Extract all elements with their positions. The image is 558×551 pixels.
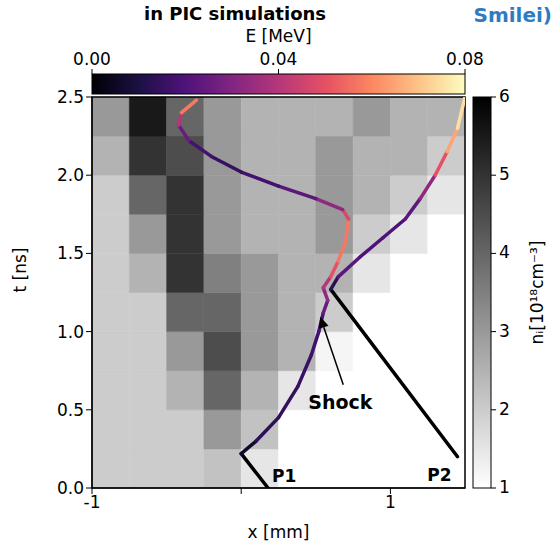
svg-text:2.0: 2.0 xyxy=(57,165,84,185)
svg-text:x [mm]: x [mm] xyxy=(248,522,310,542)
svg-text:1.0: 1.0 xyxy=(57,322,84,342)
svg-text:E [MeV]: E [MeV] xyxy=(245,26,311,46)
svg-text:P2: P2 xyxy=(427,465,451,485)
svg-text:-1: -1 xyxy=(84,492,101,512)
svg-text:P1: P1 xyxy=(272,466,296,486)
svg-text:6: 6 xyxy=(499,86,510,106)
svg-text:2: 2 xyxy=(499,399,510,419)
svg-text:0.0: 0.0 xyxy=(57,478,84,498)
svg-text:2.5: 2.5 xyxy=(57,87,84,107)
svg-text:3: 3 xyxy=(499,321,510,341)
svg-text:Shock: Shock xyxy=(308,391,373,413)
svg-text:0.04: 0.04 xyxy=(260,49,298,69)
svg-text:Smilei): Smilei) xyxy=(473,3,552,27)
svg-text:0.08: 0.08 xyxy=(446,49,484,69)
svg-text:0.00: 0.00 xyxy=(73,49,111,69)
svg-text:1: 1 xyxy=(499,477,510,497)
svg-text:5: 5 xyxy=(499,164,510,184)
svg-text:0.5: 0.5 xyxy=(57,400,84,420)
svg-text:in PIC simulations: in PIC simulations xyxy=(144,3,326,24)
svg-text:1.5: 1.5 xyxy=(57,243,84,263)
svg-text:nᵢ[10¹⁸cm⁻³]: nᵢ[10¹⁸cm⁻³] xyxy=(527,240,547,344)
svg-text:1: 1 xyxy=(385,492,396,512)
svg-text:t [ns]: t [ns] xyxy=(10,248,30,293)
svg-text:4: 4 xyxy=(499,242,510,262)
